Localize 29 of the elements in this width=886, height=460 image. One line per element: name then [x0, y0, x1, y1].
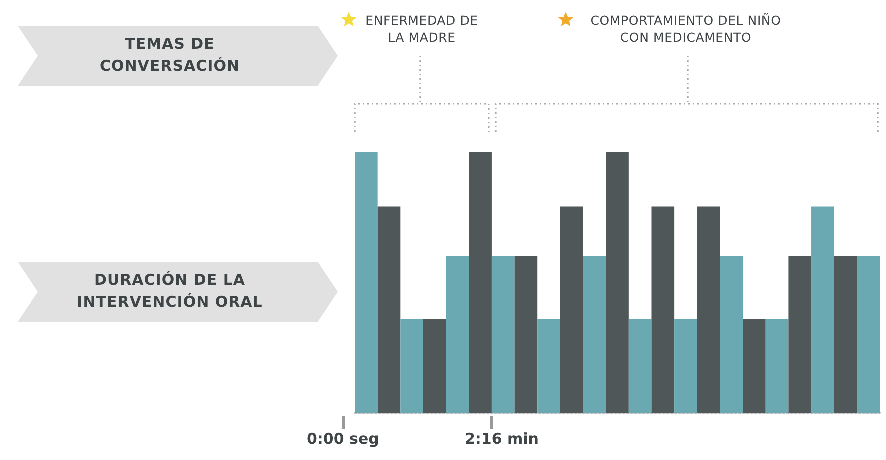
bar [652, 206, 675, 413]
bar [720, 256, 744, 413]
bar [378, 206, 401, 413]
bar [674, 319, 698, 413]
text: ENFERMEDAD DE LA MADRE [364, 12, 480, 46]
bar [469, 152, 492, 413]
bar [766, 319, 789, 413]
text: 2:16 min [464, 430, 539, 448]
bar [446, 256, 470, 413]
bar [743, 319, 766, 413]
bar [583, 256, 606, 413]
bar [857, 256, 880, 413]
text: 0:00 seg [307, 430, 380, 448]
text: TEMAS DE CONVERSACIÓN [98, 34, 242, 77]
bar [697, 206, 720, 413]
bar [834, 256, 858, 413]
bar [423, 319, 446, 413]
bar [400, 319, 424, 413]
bar [606, 152, 629, 413]
bar [560, 206, 584, 413]
bar [812, 206, 834, 413]
bar [788, 256, 812, 413]
bar [538, 319, 560, 413]
bar [355, 152, 378, 413]
text: DURACIÓN DE LA INTERVENCIÓN ORAL [76, 270, 264, 313]
text: COMPORTAMIENTO DEL NIÑO CON MEDICAMENTO [590, 12, 782, 46]
bar [492, 256, 515, 413]
bar [514, 256, 538, 413]
bar [628, 319, 652, 413]
